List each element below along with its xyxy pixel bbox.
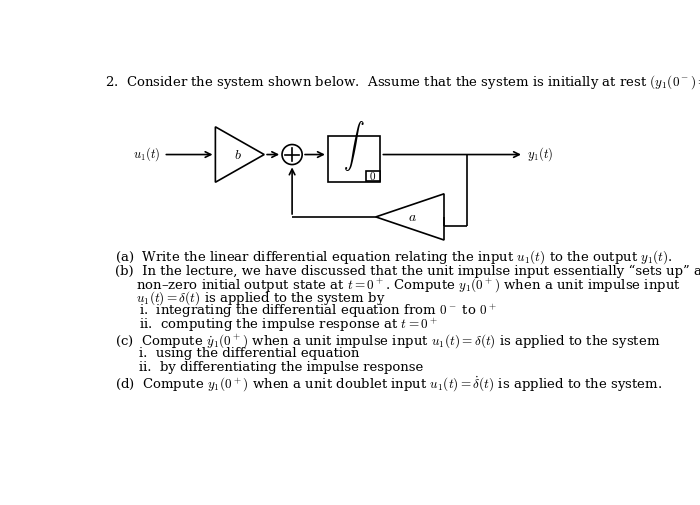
Text: non–zero initial output state at $t = 0^+$. Compute $y_1(0^+)$ when a unit impul: non–zero initial output state at $t = 0^… [116, 276, 681, 293]
Text: $\int$: $\int$ [343, 119, 365, 173]
Text: $b$: $b$ [234, 147, 242, 162]
Text: $a$: $a$ [408, 210, 416, 224]
Text: (c)  Compute $\dot{y}_1(0^+)$ when a unit impulse input $u_1(t) = \delta(t)$ is : (c) Compute $\dot{y}_1(0^+)$ when a unit… [116, 332, 661, 350]
Bar [328, 136, 381, 182]
Text: $y_1(t)$: $y_1(t)$ [527, 145, 553, 164]
Text: i.  using the differential equation: i. using the differential equation [139, 347, 360, 361]
Text: ii.  by differentiating the impulse response: ii. by differentiating the impulse respo… [139, 361, 424, 374]
Text: (a)  Write the linear differential equation relating the input $u_1(t)$ to the o: (a) Write the linear differential equati… [116, 248, 673, 266]
Text: ii.  computing the impulse response at $t = 0^+$: ii. computing the impulse response at $t… [139, 316, 438, 333]
Text: $u_1(t)$: $u_1(t)$ [133, 145, 160, 164]
Text: $u_1(t) = \delta(t)$ is applied to the system by: $u_1(t) = \delta(t)$ is applied to the s… [116, 289, 386, 307]
Bar [365, 171, 379, 181]
Text: 2.  Consider the system shown below.  Assume that the system is initially at res: 2. Consider the system shown below. Assu… [104, 73, 700, 91]
Text: (b)  In the lecture, we have discussed that the unit impulse input essentially “: (b) In the lecture, we have discussed th… [116, 265, 700, 278]
Text: i.  integrating the differential equation from $0^-$ to $0^+$: i. integrating the differential equation… [139, 303, 497, 321]
Text: $0$: $0$ [369, 170, 376, 182]
Text: (d)  Compute $y_1(0^+)$ when a unit doublet input $u_1(t) = \dot{\delta}(t)$ is : (d) Compute $y_1(0^+)$ when a unit doubl… [116, 374, 663, 393]
